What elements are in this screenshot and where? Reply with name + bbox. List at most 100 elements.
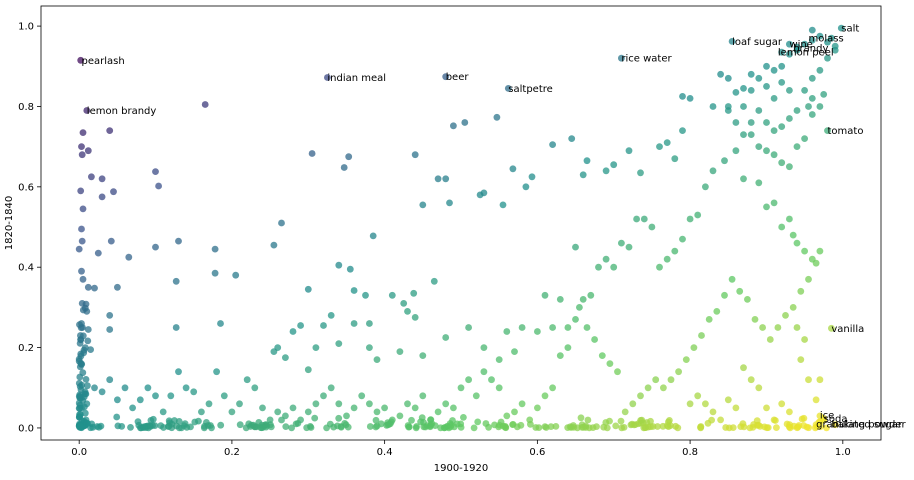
data-point — [320, 322, 327, 329]
data-point — [778, 223, 786, 231]
data-point — [527, 420, 534, 428]
y-tick-label: 1.0 — [18, 22, 34, 33]
data-point — [534, 404, 541, 412]
data-point — [823, 424, 830, 432]
y-axis-label: 1820-1840 — [4, 196, 15, 251]
data-point — [335, 400, 343, 408]
data-point — [152, 392, 159, 400]
data-point — [794, 423, 802, 431]
point-annotation: baking powder — [831, 419, 906, 430]
data-point — [522, 183, 530, 191]
data-point — [702, 400, 709, 408]
data-point — [584, 416, 592, 424]
data-point — [79, 275, 87, 283]
data-point — [747, 119, 755, 126]
data-point — [450, 122, 457, 130]
data-point — [236, 421, 244, 429]
data-point — [198, 408, 205, 416]
data-point — [763, 83, 770, 90]
data-point — [541, 392, 549, 400]
data-point — [656, 263, 663, 271]
data-point — [446, 199, 453, 207]
data-point — [110, 188, 117, 196]
data-point — [786, 87, 793, 94]
data-point — [312, 400, 320, 408]
data-point — [373, 408, 381, 416]
data-point — [327, 312, 335, 319]
data-point — [610, 263, 618, 271]
data-point — [547, 423, 555, 430]
data-point — [786, 115, 793, 122]
data-point — [708, 416, 715, 424]
point-annotation: saltpetre — [508, 84, 553, 95]
data-point — [350, 404, 358, 412]
data-point — [118, 423, 126, 430]
data-point — [113, 413, 121, 421]
data-point — [778, 62, 786, 70]
data-point — [633, 215, 640, 223]
data-point — [95, 423, 103, 431]
data-point — [480, 368, 488, 376]
data-point — [579, 171, 587, 179]
point-annotation: lemon brandy — [87, 106, 157, 117]
data-point — [755, 143, 763, 151]
data-point — [641, 424, 649, 431]
data-point — [335, 414, 343, 422]
data-point — [474, 418, 482, 426]
data-point — [812, 396, 820, 404]
data-point — [648, 223, 656, 231]
point-annotation: salt — [841, 24, 859, 35]
data-point — [770, 151, 778, 159]
point-annotation: ice — [820, 411, 834, 422]
data-point — [91, 384, 98, 392]
data-point — [77, 352, 85, 360]
data-point — [182, 384, 190, 392]
data-point — [763, 62, 770, 70]
data-point — [217, 421, 225, 429]
point-annotation: rice water — [621, 54, 672, 65]
data-point — [312, 344, 320, 351]
data-point — [400, 300, 408, 307]
data-point — [721, 291, 728, 299]
data-point — [270, 241, 278, 249]
data-point — [205, 400, 213, 408]
data-point — [593, 423, 600, 430]
data-point — [373, 356, 381, 363]
data-point — [304, 408, 312, 416]
data-point — [297, 322, 304, 329]
data-point — [251, 384, 259, 392]
data-point — [740, 423, 748, 431]
data-point — [755, 74, 763, 82]
data-point — [472, 392, 480, 400]
data-point — [499, 422, 507, 430]
data-point — [816, 66, 824, 74]
data-point — [94, 249, 102, 257]
data-point — [808, 111, 816, 118]
data-point — [98, 175, 106, 183]
data-point — [88, 173, 95, 181]
data-point — [345, 153, 353, 161]
data-point — [671, 247, 679, 255]
data-point — [411, 151, 419, 159]
data-point — [763, 119, 770, 126]
data-point — [591, 336, 598, 343]
point-annotation: vanilla — [831, 324, 864, 335]
data-point — [618, 239, 625, 247]
data-point — [78, 143, 85, 151]
data-point — [602, 255, 610, 263]
data-point — [686, 215, 694, 223]
data-point — [84, 326, 92, 333]
point-annotation: lemon peel — [778, 48, 834, 59]
data-point — [77, 56, 85, 64]
data-point — [728, 275, 736, 283]
data-point — [440, 424, 448, 432]
x-axis-label: 1900-1920 — [434, 463, 489, 474]
data-point — [566, 423, 574, 431]
data-point — [625, 147, 633, 155]
data-point — [155, 182, 163, 190]
data-point — [679, 127, 686, 134]
point-annotation: pearlash — [82, 56, 125, 67]
data-point — [493, 113, 501, 121]
data-point — [552, 423, 560, 430]
data-point — [404, 308, 411, 315]
